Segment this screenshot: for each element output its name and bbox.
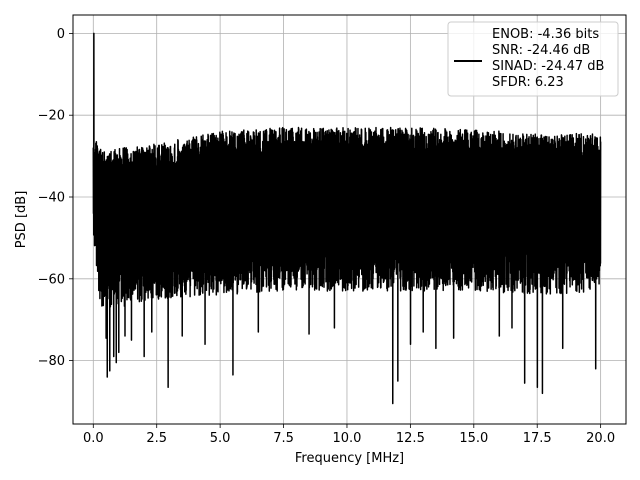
x-axis-label: Frequency [MHz] xyxy=(295,451,404,466)
psd-series-line xyxy=(92,32,602,405)
x-tick-label: 20.0 xyxy=(586,431,615,446)
y-axis-label: PSD [dB] xyxy=(14,191,29,249)
x-tick-label: 0.0 xyxy=(83,431,104,446)
y-tick-label: 0 xyxy=(57,27,65,42)
legend-enob-text: ENOB: -4.36 bits xyxy=(492,27,599,42)
y-tick-label: −40 xyxy=(38,191,65,206)
y-tick-label: −60 xyxy=(38,272,65,287)
x-tick-label: 17.5 xyxy=(523,431,552,446)
x-tick-label: 12.5 xyxy=(396,431,425,446)
plot-area xyxy=(92,32,602,405)
legend-sinad-text: SINAD: -24.47 dB xyxy=(492,59,604,74)
legend-snr-text: SNR: -24.46 dB xyxy=(492,43,590,58)
ticks: 0.0 2.5 5.0 7.5 10.0 12.5 15.0 17.5 20.0 0 −20 −40 −… xyxy=(38,27,616,446)
x-tick-label: 5.0 xyxy=(210,431,231,446)
x-tick-label: 2.5 xyxy=(146,431,167,446)
legend: ENOB: -4.36 bits SNR: -24.46 dB SINAD: -… xyxy=(447,21,619,97)
x-tick-label: 10.0 xyxy=(332,431,361,446)
y-tick-label: −80 xyxy=(38,354,65,369)
axes-frame xyxy=(72,14,627,425)
x-tick-label: 7.5 xyxy=(273,431,294,446)
legend-box xyxy=(447,21,619,97)
legend-sfdr-text: SFDR: 6.23 xyxy=(492,75,564,90)
x-tick-label: 15.0 xyxy=(459,431,488,446)
y-tick-label: −20 xyxy=(38,109,65,124)
